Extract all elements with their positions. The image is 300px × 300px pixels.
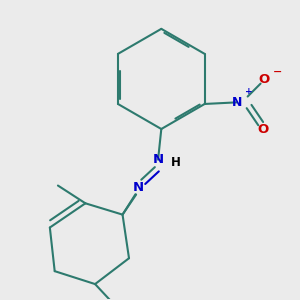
Text: N: N xyxy=(152,153,164,166)
Text: H: H xyxy=(171,156,181,170)
Text: O: O xyxy=(257,123,269,136)
Text: N: N xyxy=(133,181,144,194)
Text: N: N xyxy=(232,96,242,109)
Text: O: O xyxy=(259,73,270,86)
Text: −: − xyxy=(273,67,283,77)
Text: +: + xyxy=(245,87,253,96)
